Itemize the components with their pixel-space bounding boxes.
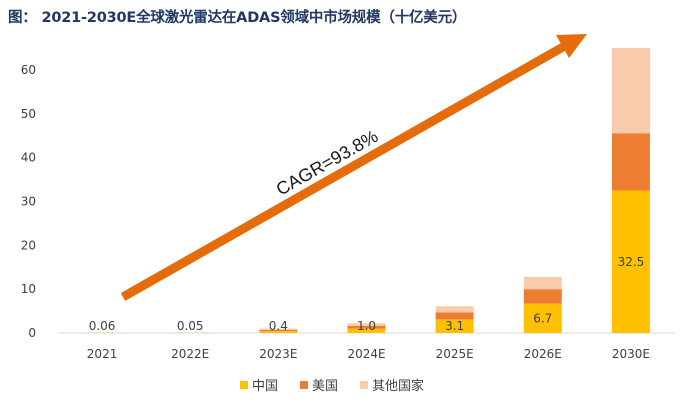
bar-segment: [259, 328, 298, 330]
legend: 中国 美国 其他国家: [240, 378, 424, 394]
cagr-arrow-shaft: [120, 43, 566, 301]
bar-segment: [347, 328, 386, 333]
y-tick-label: 10: [21, 282, 36, 296]
bar-segment: [347, 325, 386, 329]
cagr-annotation: CAGR=93.8%: [120, 34, 587, 301]
y-tick-label: 60: [21, 63, 36, 77]
data-label: 32.5: [618, 255, 645, 269]
legend-swatch: [300, 381, 308, 389]
chart-title: 图： 2021-2030E全球激光雷达在ADAS领域中市场规模（十亿美元）: [8, 10, 467, 26]
data-labels: 0.06 0.05 0.4 1.0 3.1 6.7 32.5: [89, 255, 645, 333]
cagr-arrow-head: [556, 34, 587, 58]
y-axis: 0 10 20 30 40 50 60: [21, 63, 36, 340]
bars: [83, 48, 650, 333]
y-tick-label: 0: [28, 326, 36, 340]
bar-segment: [523, 303, 562, 333]
bar-segment: [259, 331, 298, 333]
data-label: 1.0: [357, 319, 376, 333]
x-tick-label: 2030E: [612, 347, 650, 361]
legend-label: 中国: [252, 379, 278, 394]
bar-segment: [611, 48, 650, 134]
bar-segment: [523, 276, 562, 290]
bar-segment: [611, 190, 650, 333]
x-tick-label: 2021: [87, 347, 118, 361]
x-tick-label: 2024E: [347, 347, 385, 361]
bar-segment: [435, 319, 474, 333]
legend-swatch: [240, 381, 248, 389]
x-tick-label: 2023E: [259, 347, 297, 361]
x-tick-label: 2022E: [171, 347, 209, 361]
bar-segment: [435, 306, 474, 313]
data-label: 3.1: [445, 319, 464, 333]
legend-label: 美国: [312, 379, 338, 394]
data-label: 0.4: [269, 319, 288, 333]
bar-segment: [259, 329, 298, 332]
y-tick-label: 30: [21, 194, 36, 208]
y-tick-label: 40: [21, 151, 36, 165]
bar-segment: [611, 133, 650, 191]
x-tick-label: 2025E: [436, 347, 474, 361]
legend-swatch: [360, 381, 368, 389]
data-label: 0.06: [89, 319, 116, 333]
legend-label: 其他国家: [372, 378, 424, 394]
y-tick-label: 50: [21, 107, 36, 121]
bar-segment: [435, 312, 474, 320]
data-label: 0.05: [177, 319, 204, 333]
x-ticks: 2021 2022E 2023E 2024E 2025E 2026E 2030E: [87, 347, 650, 361]
bar-segment: [347, 323, 386, 326]
data-label: 6.7: [533, 311, 552, 325]
y-tick-label: 20: [21, 238, 36, 252]
x-tick-label: 2026E: [524, 347, 562, 361]
bar-segment: [523, 289, 562, 304]
